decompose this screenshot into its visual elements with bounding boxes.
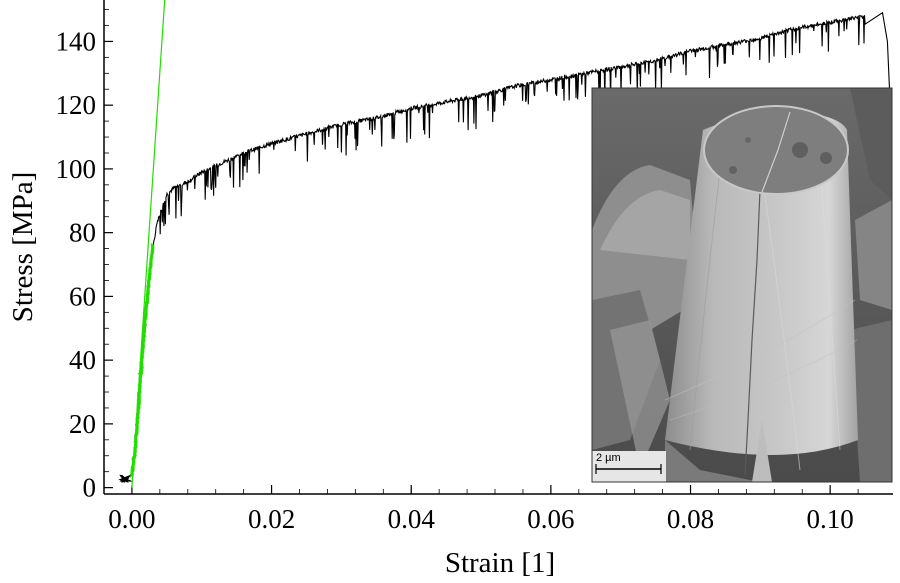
x-tick-label: 0.10	[807, 504, 854, 534]
inset-frame	[591, 87, 893, 483]
x-tick-label: 0.08	[667, 504, 714, 534]
sem-inset-image: 2 µm	[592, 88, 892, 482]
y-tick-label: 20	[69, 409, 96, 439]
series-elastic-segment	[130, 243, 155, 478]
x-tick-label: 0.02	[248, 504, 295, 534]
y-ticks: 0 20 40 60 80 100 120 140	[56, 9, 113, 503]
y-axis-title: Stress [MPa]	[7, 172, 39, 323]
x-tick-label: 0.00	[108, 504, 155, 534]
series-stress-strain-curve	[118, 11, 891, 483]
y-tick-label: 80	[69, 218, 96, 248]
x-axis-title: Strain [1]	[445, 547, 555, 579]
x-tick-label: 0.04	[388, 504, 436, 534]
x-ticks: 0.00 0.02 0.04 0.06 0.08 0.10	[103, 485, 859, 534]
y-tick-label: 140	[56, 26, 97, 56]
y-tick-label: 0	[83, 473, 97, 503]
scale-bar-label: 2 µm	[596, 452, 621, 464]
y-tick-label: 40	[69, 345, 96, 375]
x-tick-label: 0.06	[527, 504, 574, 534]
y-tick-label: 100	[56, 154, 97, 184]
y-tick-label: 60	[69, 281, 96, 311]
y-tick-label: 120	[56, 90, 97, 120]
